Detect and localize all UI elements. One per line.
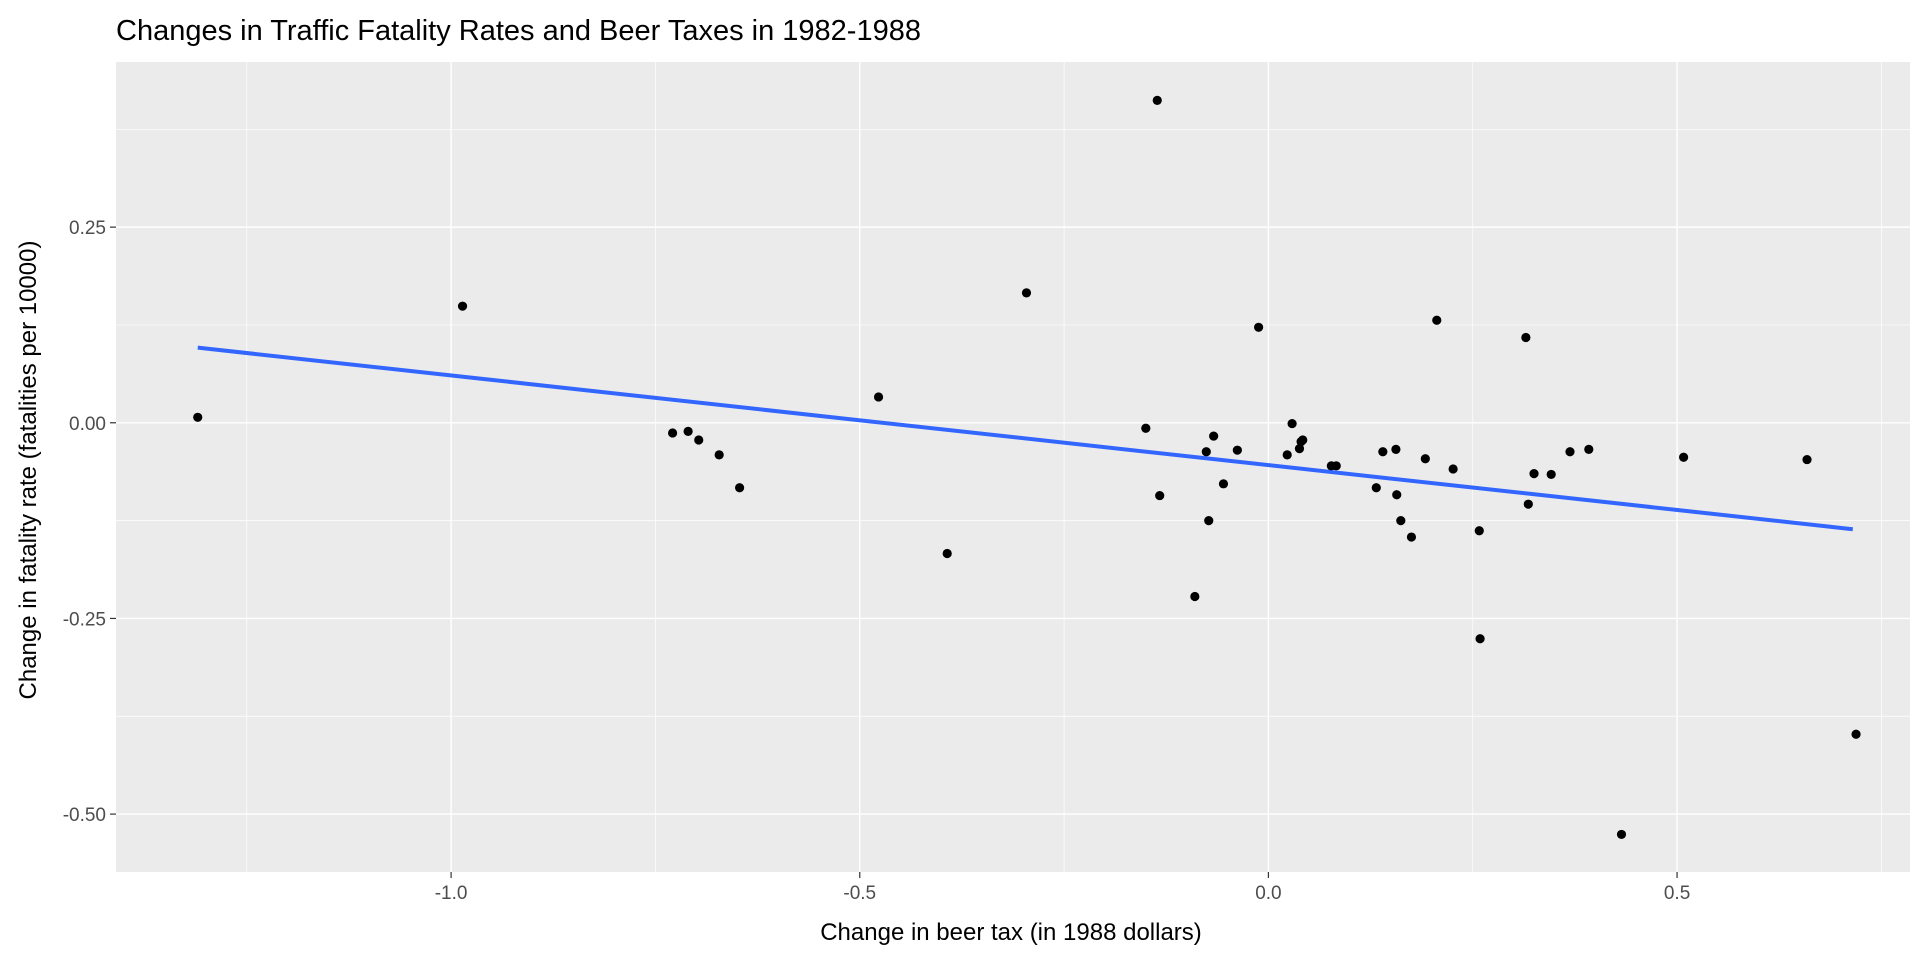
y-axis: 0.25 0.00 -0.25 -0.50 bbox=[63, 218, 116, 826]
y-tick-label: -0.50 bbox=[63, 805, 106, 826]
data-point bbox=[1406, 532, 1417, 542]
regression-line bbox=[197, 345, 1854, 532]
data-point bbox=[193, 412, 203, 422]
x-tick-label: 0.0 bbox=[1255, 883, 1281, 904]
x-tick-label: -0.5 bbox=[843, 883, 876, 904]
data-point bbox=[1141, 423, 1151, 433]
data-point bbox=[1155, 490, 1165, 501]
data-point bbox=[1204, 516, 1214, 526]
data-point bbox=[1371, 483, 1381, 493]
data-point bbox=[873, 392, 884, 402]
data-point bbox=[1378, 447, 1388, 457]
x-axis: -1.0 -0.5 0.0 0.5 bbox=[435, 872, 1690, 904]
data-point bbox=[1546, 469, 1556, 480]
data-point bbox=[1420, 454, 1430, 464]
minor-gridlines bbox=[116, 62, 1910, 872]
data-point bbox=[1448, 464, 1458, 474]
data-point bbox=[1287, 418, 1297, 429]
data-point bbox=[683, 426, 693, 436]
chart-title: Changes in Traffic Fatality Rates and Be… bbox=[116, 15, 921, 47]
data-point bbox=[667, 428, 678, 438]
major-gridlines bbox=[116, 62, 1910, 872]
y-tick-label: 0.00 bbox=[69, 414, 106, 435]
x-axis-title: Change in beer tax (in 1988 dollars) bbox=[820, 919, 1202, 946]
y-tick-label: -0.25 bbox=[63, 609, 106, 630]
data-point bbox=[1432, 315, 1442, 325]
data-point bbox=[1294, 444, 1305, 454]
data-point bbox=[1521, 332, 1531, 343]
data-point bbox=[1392, 490, 1402, 500]
data-point bbox=[1391, 444, 1401, 454]
data-point bbox=[1201, 447, 1211, 457]
x-tick-label: 0.5 bbox=[1664, 883, 1690, 904]
data-point bbox=[1474, 526, 1484, 536]
data-point bbox=[1190, 591, 1200, 602]
data-point bbox=[1254, 322, 1264, 332]
data-point bbox=[1282, 450, 1292, 460]
data-points bbox=[193, 95, 1861, 840]
data-point bbox=[1218, 479, 1229, 489]
data-point bbox=[1209, 431, 1219, 441]
data-point bbox=[1529, 469, 1539, 479]
data-point bbox=[1232, 445, 1242, 455]
data-point bbox=[1298, 435, 1308, 445]
data-point bbox=[457, 301, 468, 311]
data-point bbox=[1802, 454, 1812, 465]
data-point bbox=[1152, 95, 1162, 105]
data-point bbox=[1851, 729, 1861, 739]
data-point bbox=[1396, 516, 1406, 526]
data-point bbox=[1021, 288, 1032, 298]
data-point bbox=[1523, 499, 1533, 509]
y-tick-label: 0.25 bbox=[69, 218, 106, 239]
data-point bbox=[694, 435, 704, 445]
data-point bbox=[942, 548, 952, 559]
data-point bbox=[1584, 444, 1594, 454]
data-point bbox=[1565, 447, 1575, 457]
data-point bbox=[1475, 634, 1485, 644]
data-point bbox=[1331, 461, 1341, 471]
data-point bbox=[1679, 452, 1689, 462]
regression-line-layer bbox=[197, 345, 1854, 532]
x-tick-label: -1.0 bbox=[435, 883, 468, 904]
y-axis-title: Change in fatality rate (fatalities per … bbox=[15, 241, 42, 700]
data-point bbox=[1616, 829, 1627, 840]
plot-panel bbox=[116, 62, 1910, 872]
data-point bbox=[735, 483, 745, 493]
data-point bbox=[714, 450, 724, 460]
